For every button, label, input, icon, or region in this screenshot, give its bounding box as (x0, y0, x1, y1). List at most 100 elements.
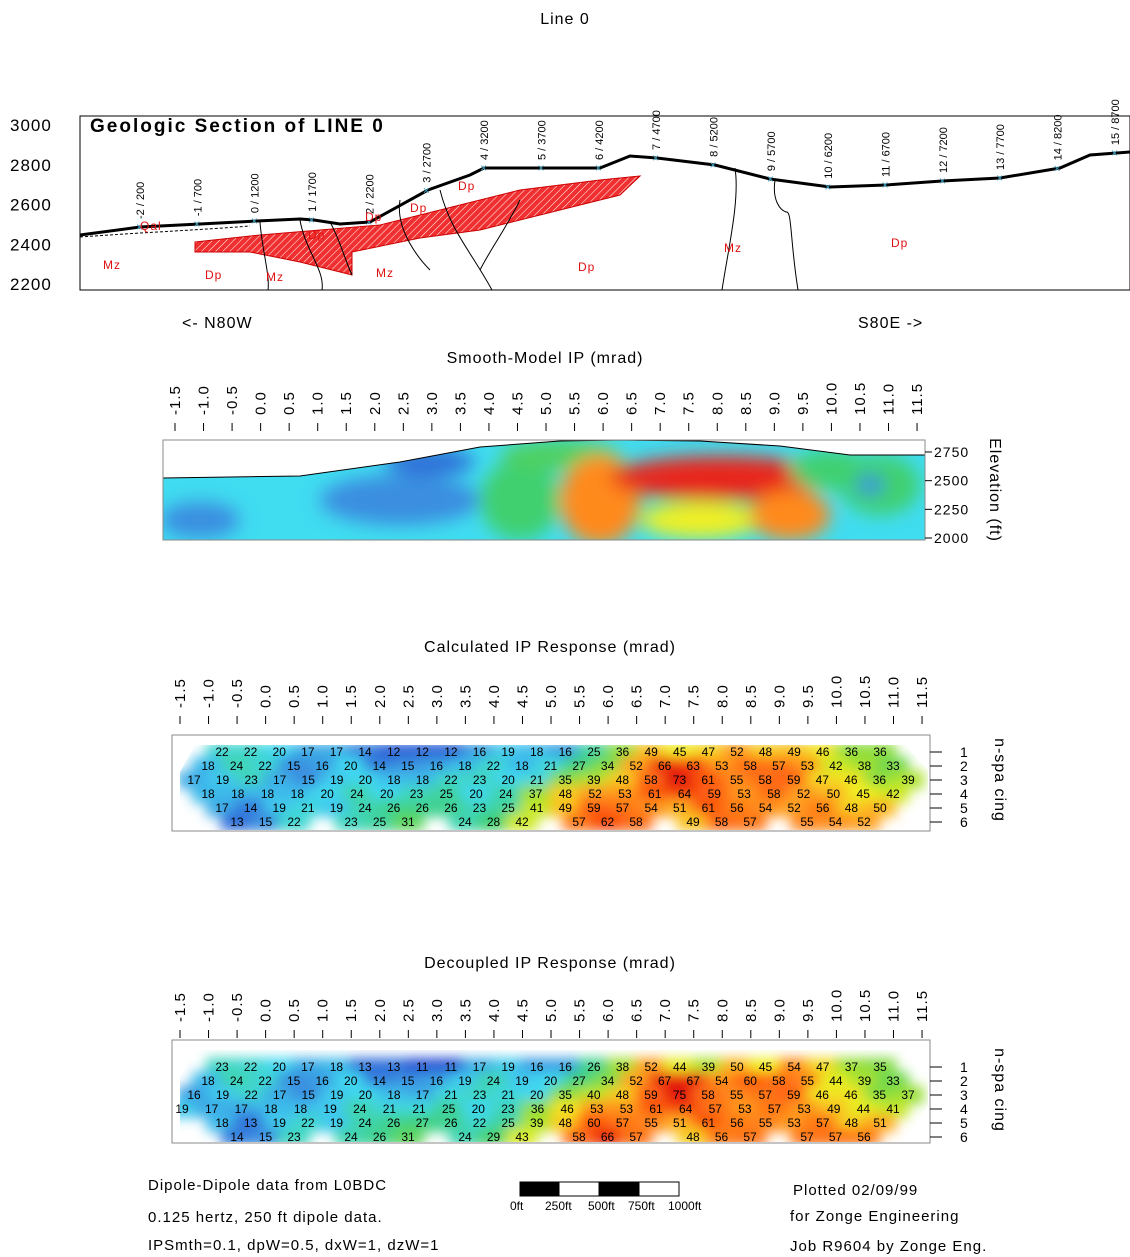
value-label: 24 (230, 759, 244, 773)
value-cell (520, 771, 553, 789)
x-tick-label: 10.5 (852, 382, 869, 415)
value-label: 21 (444, 1088, 458, 1102)
station-label: 2 / 2200 (364, 174, 376, 214)
value-cell (549, 799, 582, 817)
value-label: 16 (430, 759, 444, 773)
value-cell (848, 757, 881, 775)
value-label: 18 (264, 1102, 278, 1116)
scale-segment (519, 1181, 560, 1197)
value-label: 18 (294, 1102, 308, 1116)
value-cell (263, 799, 296, 817)
value-cell (320, 1086, 353, 1104)
x-tick-label: 1.5 (343, 998, 360, 1022)
value-label: 52 (644, 1060, 658, 1074)
value-label: 24 (230, 1074, 244, 1088)
value-cell (677, 1072, 710, 1090)
value-label: 22 (215, 745, 229, 759)
station-label: 3 / 2700 (422, 143, 434, 183)
value-cell (349, 771, 382, 789)
value-cell (806, 1058, 839, 1076)
value-label: 66 (601, 1130, 615, 1144)
value-label: 56 (715, 1130, 729, 1144)
value-cell (377, 1058, 410, 1076)
x-tick-label: 11.0 (881, 383, 898, 415)
value-cell (277, 757, 310, 775)
value-label: 19 (330, 773, 344, 787)
contact (721, 167, 737, 291)
value-label: 17 (416, 1088, 430, 1102)
value-label: 46 (844, 773, 858, 787)
value-cell (180, 1100, 198, 1118)
value-cell (634, 771, 667, 789)
section-title: Geologic Section of LINE 0 (90, 116, 385, 137)
station-marker: × (480, 161, 488, 175)
value-cell (791, 1128, 823, 1142)
value-cell (520, 799, 553, 817)
value-cell (335, 813, 367, 830)
value-cell (320, 1058, 353, 1076)
x-tick-label: -1.0 (196, 385, 213, 415)
value-label: 17 (473, 1060, 487, 1074)
value-label: 56 (816, 801, 830, 815)
value-label: 54 (644, 801, 658, 815)
y-tick-label: 2400 (10, 235, 52, 254)
value-cell (377, 1114, 410, 1132)
value-cell (580, 1100, 613, 1118)
n-label: 5 (960, 1115, 969, 1131)
value-cell (406, 771, 439, 789)
x-tick-label: 6.5 (624, 391, 641, 415)
value-label: 58 (572, 1130, 586, 1144)
value-cell (648, 1072, 681, 1090)
value-label: 55 (801, 1074, 815, 1088)
value-label: 57 (616, 1116, 630, 1130)
value-cell (749, 1114, 782, 1132)
n-label: 2 (960, 758, 969, 774)
value-label: 67 (687, 1074, 701, 1088)
value-cell (663, 1086, 696, 1104)
value-label: 37 (529, 787, 543, 801)
value-label: 48 (616, 773, 630, 787)
value-cell (663, 1114, 696, 1132)
value-cell (489, 785, 522, 803)
value-cell (705, 813, 738, 830)
value-label: 15 (259, 815, 273, 829)
value-cell (606, 1058, 639, 1076)
value-cell (206, 1086, 239, 1104)
n-label: 4 (960, 786, 969, 802)
value-label: 48 (759, 745, 773, 759)
station-marker: × (709, 158, 717, 172)
x-tick-label: 6.5 (629, 998, 646, 1022)
value-label: 29 (487, 1130, 501, 1144)
value-cell (492, 1086, 525, 1104)
value-cell (698, 785, 731, 803)
unit-label: Dp (365, 210, 382, 224)
value-cell (734, 757, 767, 775)
value-cell (591, 1128, 624, 1142)
value-label: 55 (759, 1116, 773, 1130)
value-label: 63 (687, 759, 701, 773)
x-tick-label: 10.0 (828, 989, 845, 1022)
value-label: 62 (601, 815, 615, 829)
value-cell (677, 757, 710, 775)
value-label: 36 (531, 1102, 545, 1116)
value-label: 16 (559, 1060, 573, 1074)
unit-label: Dp (410, 201, 427, 215)
x-tick-label: 10.5 (857, 989, 874, 1022)
value-cell (699, 1100, 732, 1118)
value-label: 55 (730, 773, 744, 787)
value-cell (320, 771, 353, 789)
station-label: 15 / 8700 (1110, 99, 1122, 145)
value-cell (606, 799, 639, 817)
value-cell (549, 1058, 582, 1076)
scale-segment (558, 1181, 600, 1197)
value-label: 21 (412, 1102, 426, 1116)
value-label: 18 (261, 787, 275, 801)
value-label: 58 (767, 787, 781, 801)
x-tick-label: 7.5 (686, 998, 703, 1022)
value-label: 36 (873, 745, 887, 759)
station-label: 14 / 8200 (1053, 115, 1065, 161)
value-label: 57 (629, 1130, 643, 1144)
value-cell (477, 1072, 510, 1090)
x-tick-label: 9.5 (800, 998, 817, 1022)
value-cell (549, 771, 582, 789)
